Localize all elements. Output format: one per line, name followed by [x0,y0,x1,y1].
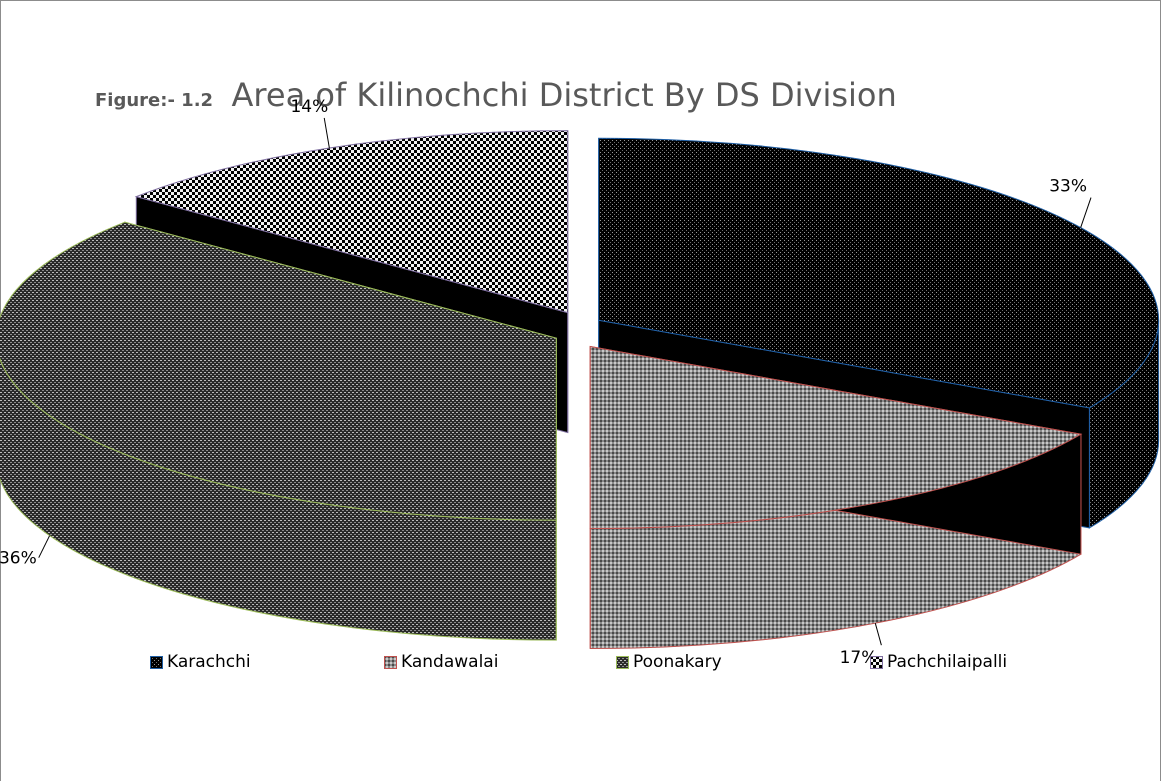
data-label-karachchi: 33% [1049,177,1087,197]
legend-item-poonakary: Poonakary [616,652,722,672]
title-text: Area of Kilinochchi District By DS Divis… [231,76,897,114]
legend-label: Karachchi [167,652,251,672]
legend-swatch-pachchilaipalli [870,655,883,669]
chart-legend: Karachchi Kandawalai Poonakary Pachchilaipa… [0,652,1161,680]
legend-item-pachchilaipalli: Pachchilaipalli [870,652,1007,672]
legend-label: Kandawalai [401,652,499,672]
data-label-kandawalai-leader [874,623,882,646]
data-label-poonakary-leader [38,535,51,558]
slice-pachchilaipalli [134,130,569,314]
legend-label: Pachchilaipalli [887,652,1008,672]
slice-poonakary [0,221,557,521]
legend-swatch-poonakary [616,655,629,669]
legend-item-kandawalai: Kandawalai [384,652,498,672]
data-label-poonakary: 36% [0,549,37,569]
data-label-pachchilaipalli: 14% [290,97,328,117]
legend-swatch-kandawalai [384,655,397,669]
data-label-kandawalai: 17% [840,648,878,668]
legend-item-karachchi: Karachchi [150,652,251,672]
slice-karachchi [598,137,1160,409]
chart-title: Figure:- 1.2 Area of Kilinochchi Distric… [95,76,897,114]
legend-swatch-karachchi [150,655,163,669]
figure-label: Figure:- 1.2 [95,90,214,111]
legend-label: Poonakary [633,652,722,672]
data-label-pachchilaipalli-leader [323,117,330,149]
slice-kandawalai [589,345,1083,530]
data-label-karachchi-leader [1080,197,1092,228]
